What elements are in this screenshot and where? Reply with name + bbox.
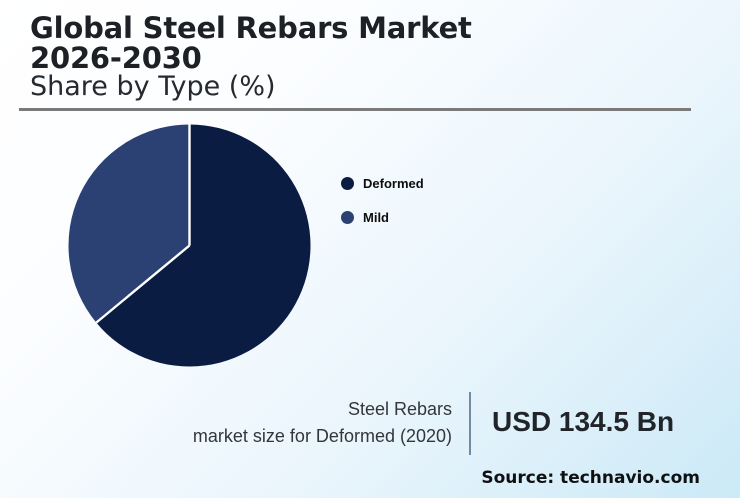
legend-label-mild: Mild — [363, 210, 389, 225]
stat-caption-line1: Steel Rebars — [347, 399, 452, 419]
legend-item-deformed: Deformed — [341, 177, 424, 190]
legend: Deformed Mild — [341, 177, 424, 224]
pie-chart — [68, 124, 311, 367]
chart-title: Global Steel Rebars Market 2026-2030 — [30, 13, 472, 73]
stat-caption-line2: market size for Deformed (2020) — [192, 426, 452, 446]
legend-swatch-mild-icon — [341, 211, 354, 224]
stat-caption: Steel Rebars market size for Deformed (2… — [193, 396, 452, 450]
chart-subtitle: Share by Type (%) — [30, 71, 276, 102]
title-underline — [19, 108, 691, 111]
pie-slice-divider — [95, 244, 191, 324]
pie-slice-deformed — [96, 124, 311, 367]
stat-divider — [469, 392, 472, 455]
pie-slice-mild — [68, 124, 190, 323]
chart-title-line1: Global Steel Rebars Market — [30, 11, 472, 45]
source-attribution: Source: technavio.com — [481, 468, 700, 488]
chart-title-line2: 2026-2030 — [30, 41, 202, 75]
legend-item-mild: Mild — [341, 211, 424, 224]
legend-label-deformed: Deformed — [363, 176, 424, 191]
stat-value: USD 134.5 Bn — [492, 406, 675, 437]
chart-header: Global Steel Rebars Market 2026-2030 Sha… — [30, 13, 472, 102]
legend-swatch-deformed-icon — [341, 177, 354, 190]
